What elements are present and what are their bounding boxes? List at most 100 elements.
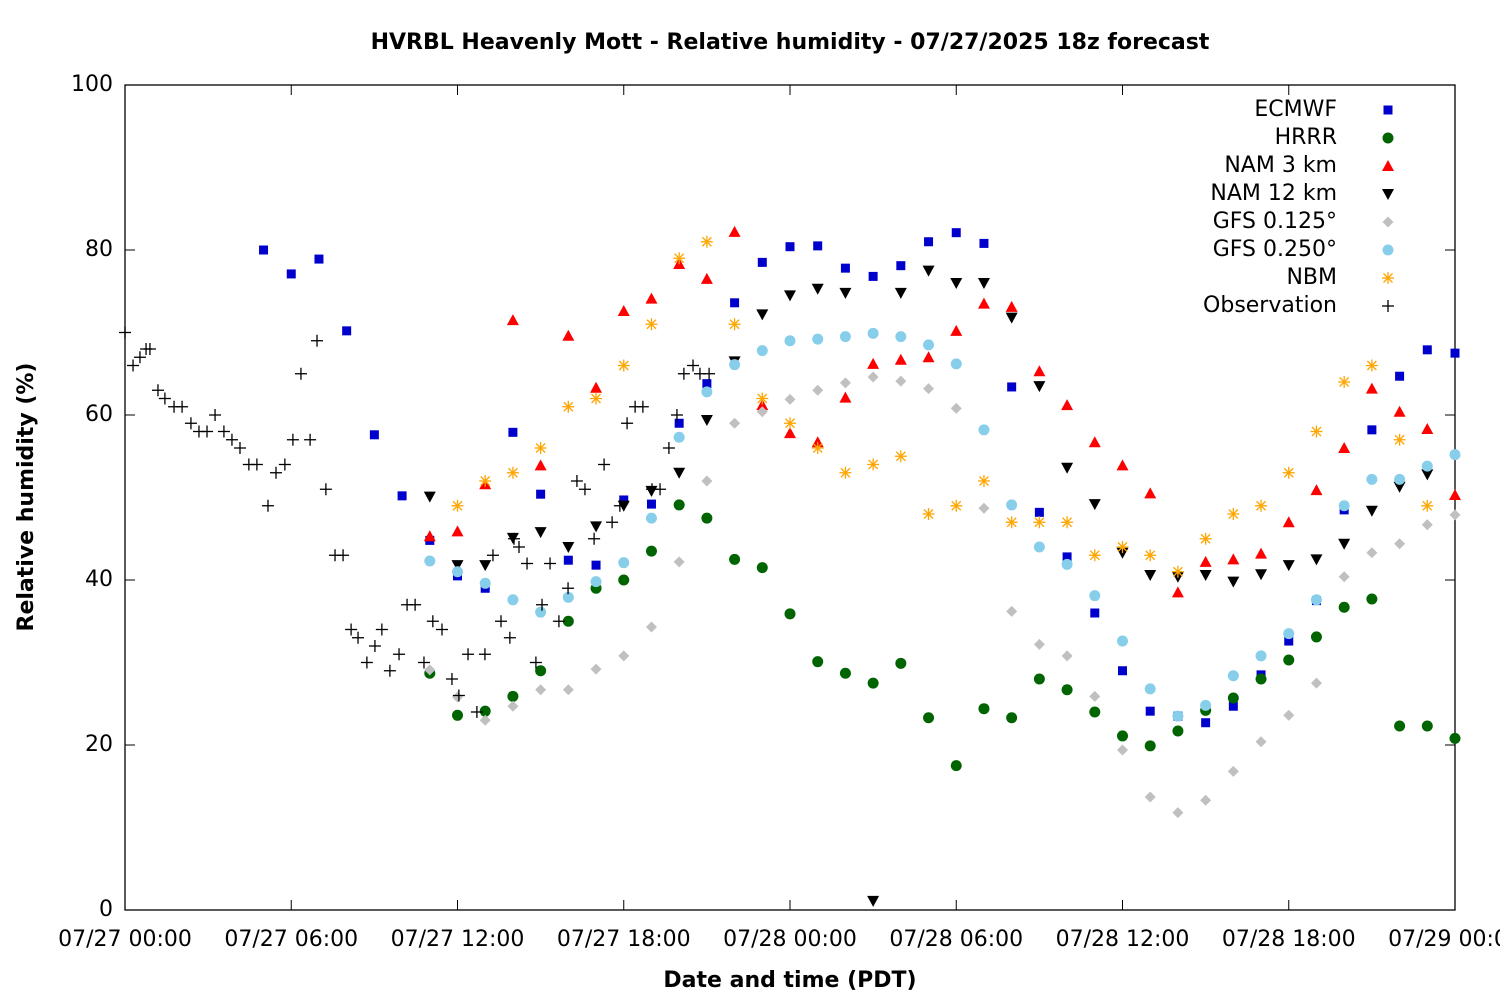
point bbox=[1088, 549, 1101, 562]
point-part bbox=[479, 577, 491, 589]
point-part bbox=[1310, 484, 1323, 496]
point bbox=[645, 292, 658, 304]
point-part bbox=[535, 684, 547, 696]
point-part bbox=[839, 377, 851, 389]
point-part bbox=[1033, 541, 1045, 553]
point bbox=[1228, 701, 1238, 711]
point-part bbox=[1395, 371, 1405, 381]
point-part bbox=[1365, 382, 1378, 394]
point-part bbox=[924, 237, 934, 247]
point-part bbox=[1227, 553, 1240, 565]
point-part bbox=[590, 381, 603, 393]
point-part bbox=[1310, 554, 1323, 566]
point bbox=[534, 527, 547, 539]
point bbox=[184, 417, 197, 430]
point bbox=[756, 392, 769, 405]
point bbox=[978, 502, 990, 514]
point-part bbox=[1061, 462, 1074, 474]
point bbox=[506, 466, 519, 479]
point-part bbox=[757, 257, 767, 267]
point bbox=[1283, 654, 1295, 666]
point bbox=[839, 466, 852, 479]
point bbox=[1393, 433, 1406, 446]
point bbox=[1117, 730, 1128, 742]
point-part bbox=[369, 430, 379, 440]
point bbox=[590, 576, 602, 588]
point-part bbox=[1449, 489, 1461, 501]
point-part bbox=[590, 521, 603, 533]
point-part bbox=[424, 664, 436, 676]
point-part bbox=[562, 542, 575, 553]
point bbox=[1199, 532, 1212, 545]
point-part bbox=[673, 431, 685, 443]
point bbox=[674, 418, 684, 428]
point-part bbox=[923, 383, 935, 395]
point bbox=[1172, 725, 1184, 737]
point-part bbox=[729, 359, 741, 371]
point-part bbox=[1227, 576, 1240, 588]
point bbox=[1088, 499, 1101, 511]
x-tick-label: 07/28 18:00 bbox=[1222, 927, 1356, 952]
point bbox=[839, 377, 851, 389]
point-part bbox=[1034, 517, 1045, 528]
point bbox=[452, 689, 465, 702]
legend-marker bbox=[1382, 300, 1394, 312]
point bbox=[785, 242, 795, 252]
point bbox=[730, 298, 740, 308]
point bbox=[479, 705, 491, 717]
point-part bbox=[507, 700, 519, 712]
point bbox=[1338, 538, 1351, 550]
point-part bbox=[867, 895, 880, 907]
point bbox=[811, 283, 824, 295]
point-part bbox=[785, 418, 795, 429]
point bbox=[1227, 508, 1240, 520]
point bbox=[462, 648, 475, 661]
point-part bbox=[1118, 666, 1127, 676]
point-part bbox=[1005, 312, 1018, 324]
point-part bbox=[867, 357, 880, 369]
point bbox=[1394, 538, 1406, 550]
point bbox=[535, 684, 547, 696]
point bbox=[1006, 499, 1018, 511]
point bbox=[562, 615, 574, 627]
point-part bbox=[451, 560, 464, 572]
point-part bbox=[978, 424, 990, 436]
chart-title: HVRBL Heavenly Mott - Relative humidity … bbox=[371, 30, 1210, 55]
point-part bbox=[894, 353, 907, 365]
point-part bbox=[1172, 807, 1184, 819]
point-part bbox=[840, 467, 851, 478]
point bbox=[479, 577, 491, 589]
point-part bbox=[1088, 499, 1101, 511]
point-part bbox=[1088, 436, 1101, 448]
point bbox=[133, 351, 146, 364]
point-part bbox=[619, 495, 629, 505]
point-part bbox=[1199, 555, 1212, 567]
point bbox=[645, 512, 657, 524]
point bbox=[756, 309, 769, 321]
point bbox=[812, 384, 824, 396]
point bbox=[645, 621, 657, 633]
legend-marker-part bbox=[1382, 132, 1394, 144]
point-part bbox=[535, 606, 547, 618]
point-part bbox=[1394, 434, 1405, 445]
point-part bbox=[895, 375, 907, 387]
point bbox=[895, 657, 907, 669]
point bbox=[534, 459, 547, 471]
point bbox=[923, 383, 935, 395]
point-part bbox=[1366, 593, 1378, 605]
point-part bbox=[922, 265, 935, 277]
point-part bbox=[978, 476, 989, 486]
point bbox=[1365, 382, 1378, 394]
point-part bbox=[868, 459, 879, 470]
point bbox=[578, 483, 591, 496]
y-tick-label: 60 bbox=[85, 402, 113, 427]
point bbox=[894, 287, 907, 299]
x-tick-label: 07/27 18:00 bbox=[557, 927, 691, 952]
point-part bbox=[1006, 517, 1017, 528]
point-part bbox=[1200, 794, 1212, 806]
legend-label: NAM 12 km bbox=[1210, 181, 1337, 206]
point-part bbox=[1338, 571, 1350, 583]
legend-label: ECMWF bbox=[1254, 97, 1337, 122]
